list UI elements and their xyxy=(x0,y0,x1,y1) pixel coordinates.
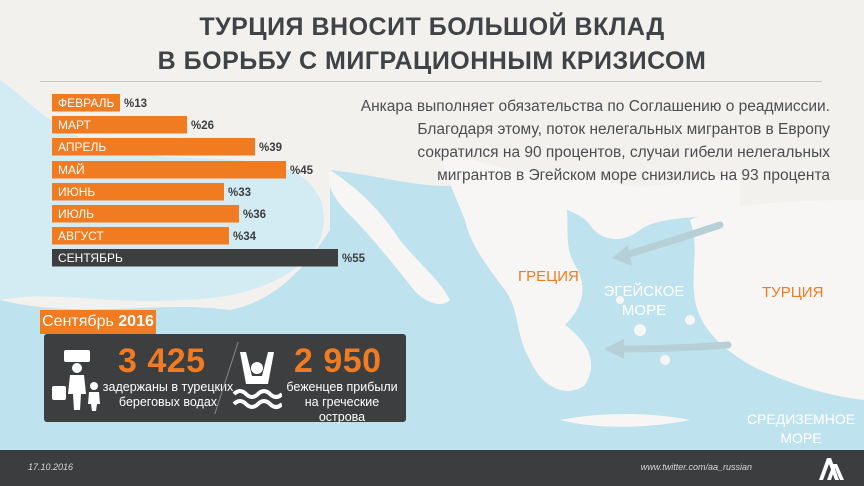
bar-1 xyxy=(52,94,120,112)
bar-8 xyxy=(52,249,338,267)
bar-7 xyxy=(52,227,229,245)
bar-value-label: %36 xyxy=(243,209,266,221)
detained-count: 3 425 xyxy=(118,342,206,380)
arrived-caption: беженцев прибыли на греческие острова xyxy=(280,380,404,425)
title-divider xyxy=(40,81,822,82)
map-label-mediterranean-sea: СРЕДИЗЕМНОЕ МОРЕ xyxy=(742,410,860,448)
description-line-1: Анкара выполняет обязательства по Соглаш… xyxy=(360,98,830,115)
arrived-caption-line-2: на греческие острова xyxy=(304,395,380,424)
aegean-line-1: ЭГЕЙСКОЕ xyxy=(603,283,685,300)
bar-value-label: %26 xyxy=(191,120,214,132)
bar-category-label: АВГУСТ xyxy=(58,229,104,243)
bar-4 xyxy=(52,161,286,179)
title-line-2: В БОРЬБУ С МИГРАЦИОННЫМ КРИЗИСОМ xyxy=(157,47,707,75)
description-line-2: Благодаря этому, поток нелегальных мигра… xyxy=(417,121,830,138)
family-migrants-icon xyxy=(52,350,100,411)
bar-category-label: ФЕВРАЛЬ xyxy=(58,96,114,110)
bar-5 xyxy=(52,183,224,201)
bar-value-label: %13 xyxy=(124,98,147,110)
map-label-turkey: ТУРЦИЯ xyxy=(762,284,824,301)
bar-value-label: %34 xyxy=(233,231,257,243)
footer-date: 17.10.2016 xyxy=(28,462,74,472)
bar-category-label: ИЮЛЬ xyxy=(58,207,94,221)
bar-6 xyxy=(52,205,239,223)
footer-twitter-link[interactable]: www.twitter.com/aa_russian xyxy=(640,462,752,472)
map-label-aegean-sea: ЭГЕЙСКОЕ МОРЕ xyxy=(598,282,690,320)
bar-category-label: АПРЕЛЬ xyxy=(58,140,106,154)
title-line-1: ТУРЦИЯ ВНОСИТ БОЛЬШОЙ ВКЛАД xyxy=(199,13,665,41)
bar-3 xyxy=(52,138,255,156)
september-stats-panel: 3 425 задержаны в турецких береговых вод… xyxy=(44,334,406,425)
page-title: ТУРЦИЯ ВНОСИТ БОЛЬШОЙ ВКЛАД В БОРЬБУ С М… xyxy=(0,10,864,78)
bar-category-label: ИЮНЬ xyxy=(58,185,95,199)
map-label-greece: ГРЕЦИЯ xyxy=(518,268,579,285)
description-text: Анкара выполняет обязательства по Соглаш… xyxy=(322,95,830,187)
description-line-3: сократился на 90 процентов, случаи гибел… xyxy=(417,144,830,161)
september-badge: Сентябрь 2016 xyxy=(40,310,156,334)
badge-year: 2016 xyxy=(118,313,154,330)
swimmer-icon xyxy=(232,352,282,409)
badge-month: Сентябрь xyxy=(42,313,114,330)
detained-caption-line-2: береговых водах xyxy=(118,395,218,409)
med-line-1: СРЕДИЗЕМНОЕ xyxy=(746,411,856,427)
bar-2 xyxy=(52,116,187,134)
bar-value-label: %45 xyxy=(290,165,314,177)
bar-category-label: МАРТ xyxy=(58,118,91,132)
arrived-caption-line-1: беженцев прибыли xyxy=(286,380,398,394)
bar-value-label: %33 xyxy=(228,187,251,199)
bar-value-label: %39 xyxy=(259,142,282,154)
med-line-2: МОРЕ xyxy=(780,430,822,446)
bar-category-label: СЕНТЯБРЬ xyxy=(58,251,123,265)
description-line-4: мигрантов в Эгейском море снизились на 9… xyxy=(437,167,830,184)
arrived-count: 2 950 xyxy=(294,342,382,380)
aegean-line-2: МОРЕ xyxy=(621,302,667,319)
bar-category-label: МАЙ xyxy=(58,162,85,177)
bar-value-label: %55 xyxy=(342,253,366,265)
detained-caption-line-1: задержаны в турецких xyxy=(102,380,234,394)
footer-bar: 17.10.2016 www.twitter.com/aa_russian xyxy=(0,450,864,486)
detained-caption: задержаны в турецких береговых водах xyxy=(94,380,242,410)
aa-logo-icon xyxy=(819,458,844,480)
